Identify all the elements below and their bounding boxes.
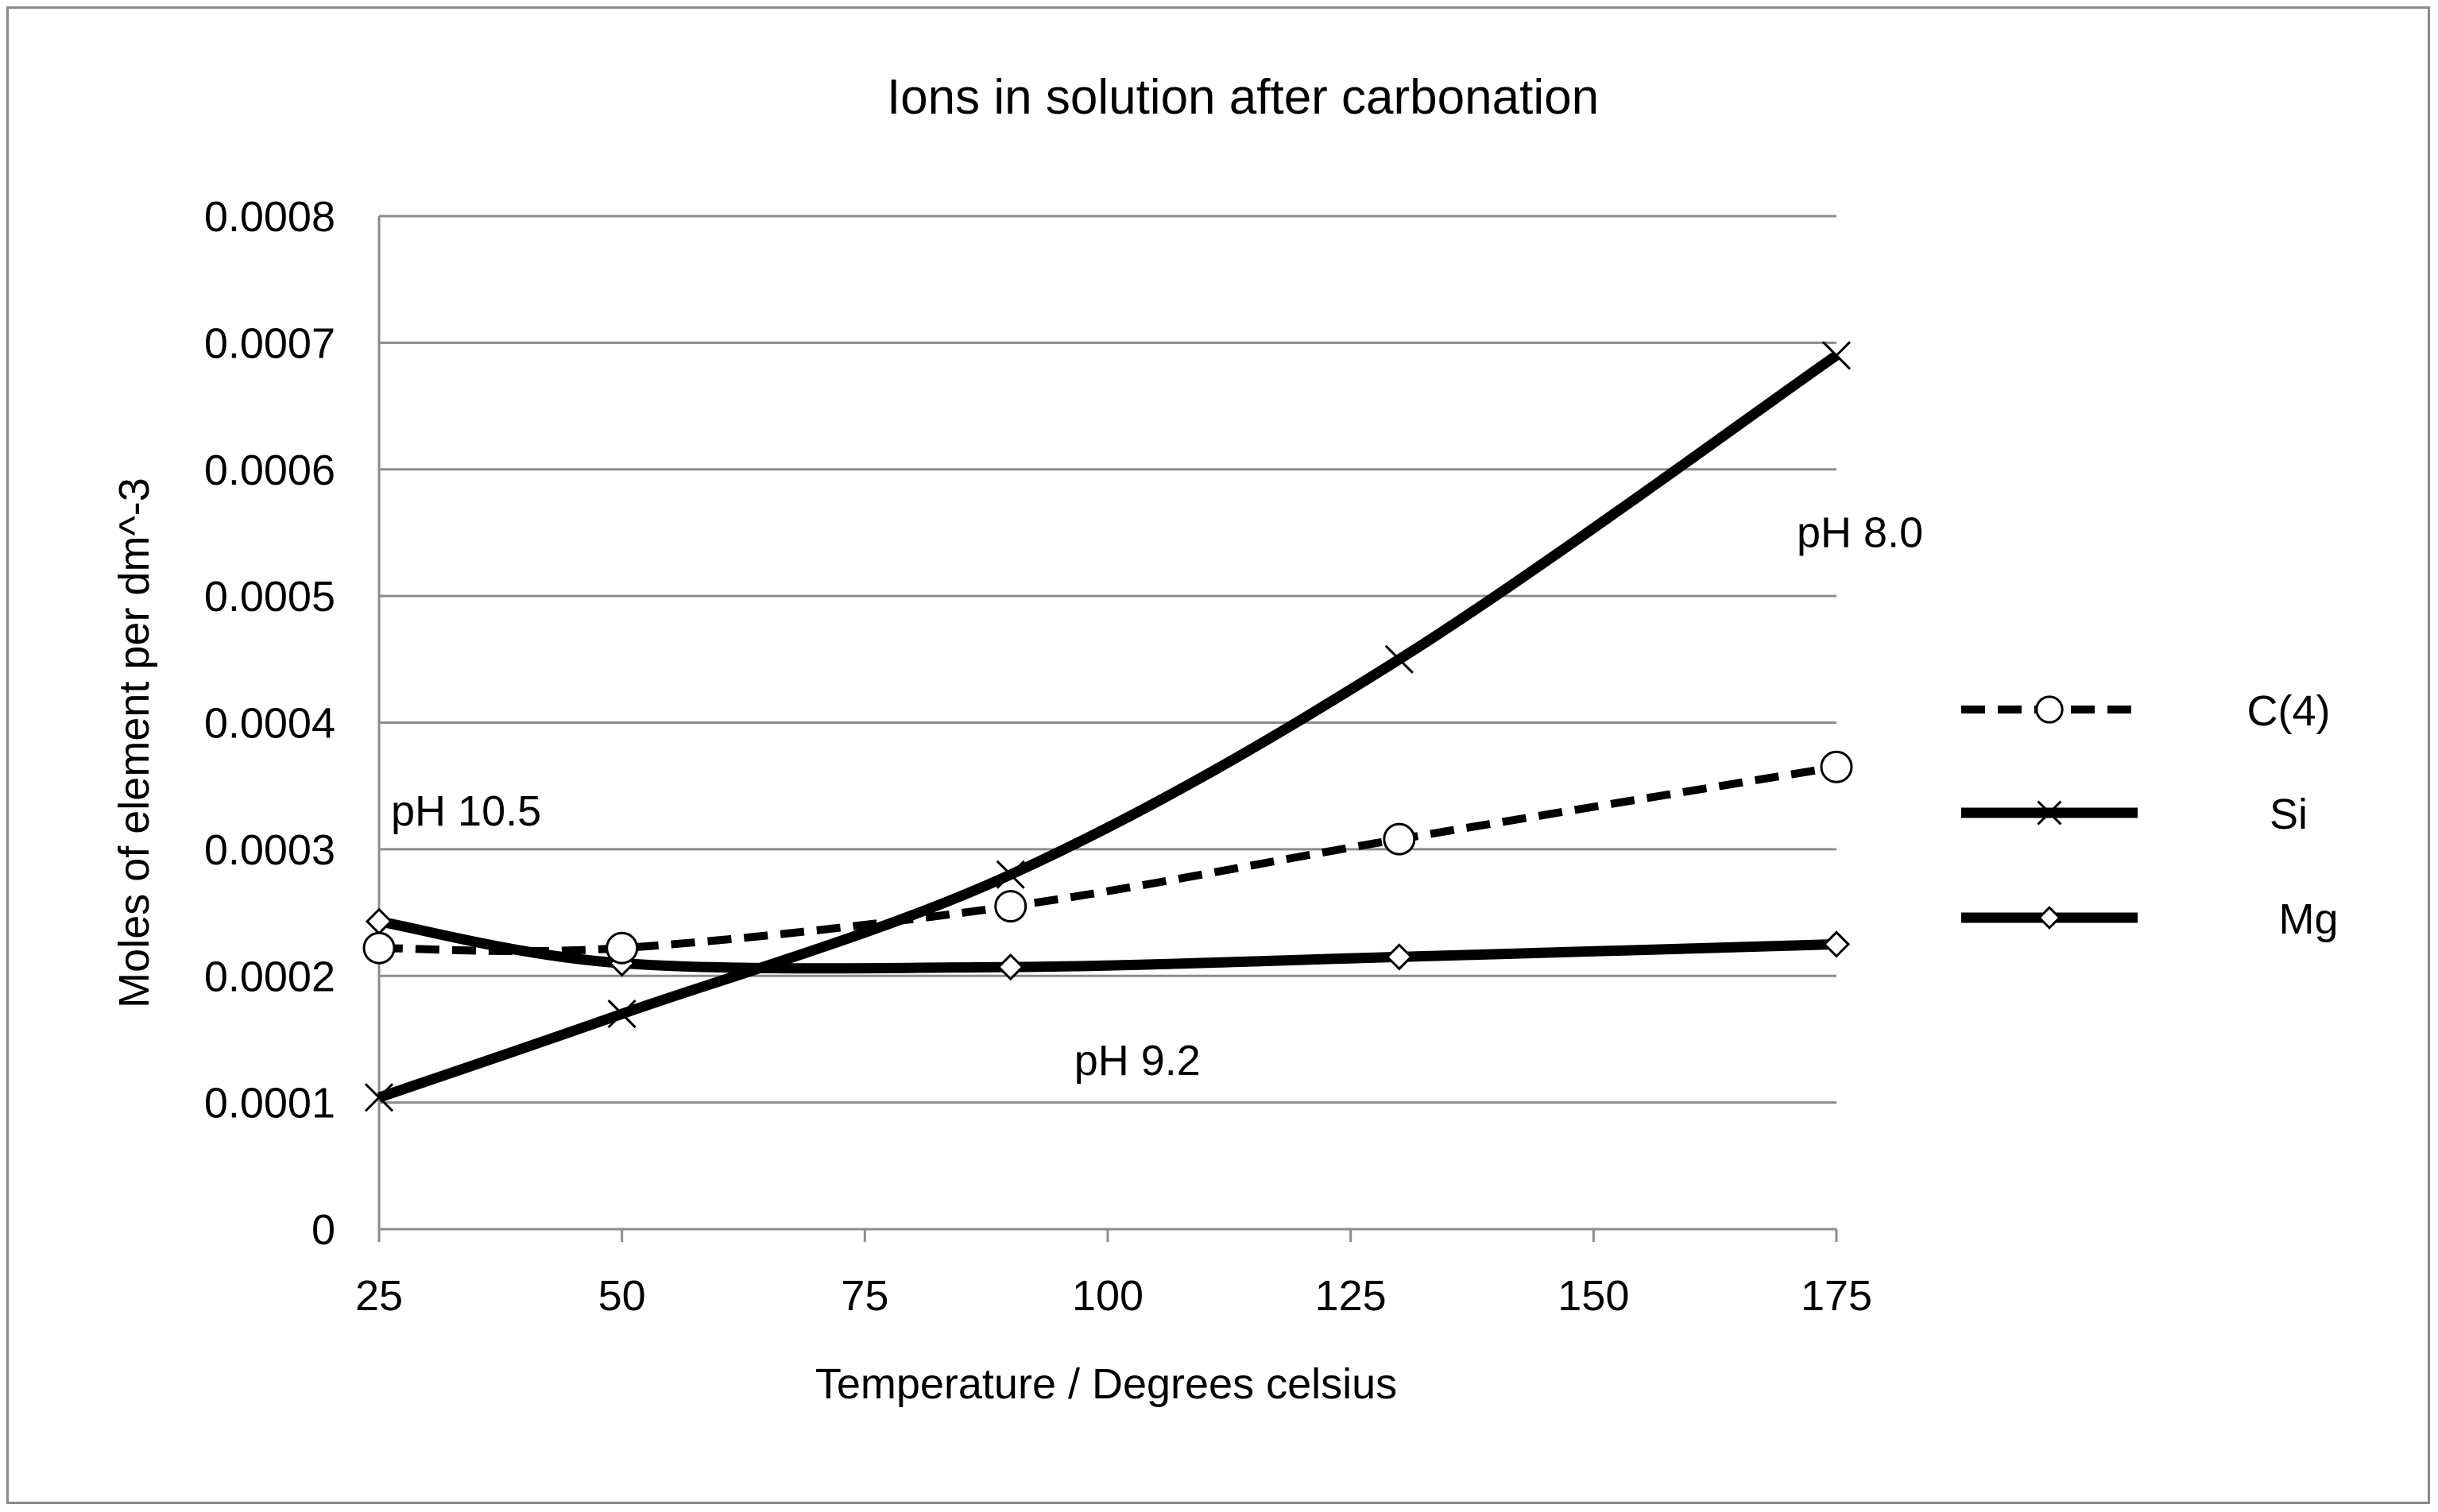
y-tick-label-8: 0.0008 bbox=[204, 193, 335, 241]
x-tick-label-6: 175 bbox=[1801, 1272, 1872, 1320]
chart-title: Ions in solution after carbonation bbox=[887, 70, 1599, 125]
data-point-si-2 bbox=[996, 860, 1025, 889]
y-tick-label-3: 0.0003 bbox=[204, 826, 335, 874]
legend-label-si: Si bbox=[2270, 791, 2308, 838]
y-tick-label-2: 0.0002 bbox=[204, 953, 335, 1000]
annotation-2: pH 8.0 bbox=[1797, 509, 1923, 556]
y-tick-label-4: 0.0004 bbox=[204, 700, 335, 748]
x-tick-label-3: 100 bbox=[1072, 1272, 1144, 1320]
legend-item-si: Si bbox=[1961, 791, 2308, 838]
legend: C(4) Si Mg bbox=[1961, 687, 2339, 943]
legend-item-c4: C(4) bbox=[1961, 687, 2331, 735]
data-point-mg-4 bbox=[1822, 930, 1851, 958]
annotation-1: pH 9.2 bbox=[1074, 1037, 1201, 1085]
data-point-si-1 bbox=[607, 999, 637, 1029]
data-point-si-4 bbox=[1821, 341, 1852, 370]
x-tick-label-5: 150 bbox=[1558, 1272, 1629, 1320]
data-point-c4-1 bbox=[606, 931, 639, 965]
legend-item-mg: Mg bbox=[1961, 895, 2339, 943]
data-point-mg-0 bbox=[365, 907, 393, 935]
y-tick-label-6: 0.0006 bbox=[204, 447, 335, 494]
data-point-c4-4 bbox=[1820, 750, 1853, 783]
data-point-si-0 bbox=[364, 1083, 394, 1112]
legend-label-c4: C(4) bbox=[2247, 687, 2331, 735]
series-layer bbox=[362, 341, 1853, 1112]
x-tick-label-0: 25 bbox=[355, 1272, 403, 1320]
y-tick-label-0: 0 bbox=[312, 1206, 335, 1254]
axes bbox=[377, 216, 1838, 1242]
annotation-0: pH 10.5 bbox=[391, 787, 541, 835]
data-point-c4-2 bbox=[994, 890, 1027, 923]
series-c4 bbox=[362, 750, 1853, 965]
y-tick-labels: 0 0.0001 0.0002 0.0003 0.0004 0.0005 0.0006 0.0… bbox=[204, 193, 335, 1254]
y-tick-label-7: 0.0007 bbox=[204, 319, 335, 367]
data-point-si-3 bbox=[1384, 644, 1414, 674]
data-point-c4-3 bbox=[1383, 822, 1416, 856]
y-axis-label: Moles of element per dm^-3 bbox=[110, 478, 158, 1008]
series-line-mg bbox=[377, 916, 1837, 974]
legend-label-mg: Mg bbox=[2278, 895, 2338, 943]
legend-marker-mg bbox=[2037, 906, 2061, 930]
x-tick-labels: 25 50 75 100 125 150 175 bbox=[355, 1272, 1872, 1320]
data-point-mg-2 bbox=[996, 953, 1024, 981]
x-axis-label: Temperature / Degrees celsius bbox=[815, 1360, 1397, 1408]
legend-marker-c4 bbox=[2035, 695, 2064, 724]
annotations: pH 10.5 pH 9.2 pH 8.0 bbox=[391, 509, 1923, 1085]
legend-marker-si bbox=[2037, 800, 2062, 826]
data-point-mg-3 bbox=[1385, 943, 1413, 971]
series-si bbox=[364, 341, 1852, 1112]
y-tick-label-1: 0.0001 bbox=[204, 1080, 335, 1127]
y-tick-label-5: 0.0005 bbox=[204, 573, 335, 621]
series-line-c4 bbox=[378, 763, 1837, 956]
x-tick-label-4: 125 bbox=[1315, 1272, 1387, 1320]
x-tick-label-2: 75 bbox=[841, 1272, 888, 1320]
chart-frame bbox=[6, 6, 2430, 1504]
x-tick-label-1: 50 bbox=[598, 1272, 646, 1320]
series-mg bbox=[365, 907, 1851, 981]
series-line-si bbox=[377, 350, 1840, 1103]
data-point-c4-0 bbox=[362, 931, 396, 965]
